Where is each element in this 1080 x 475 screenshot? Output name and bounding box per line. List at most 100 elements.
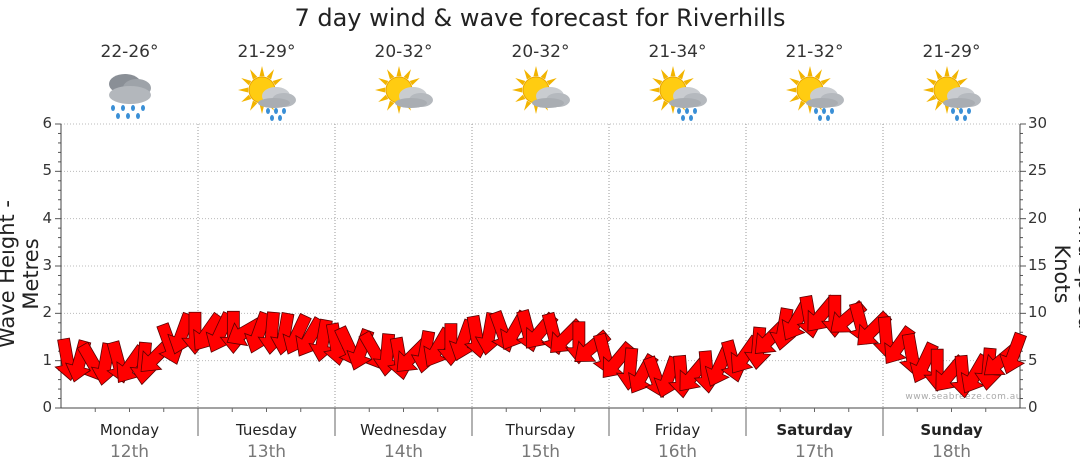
y-tick-right: 10: [1028, 303, 1048, 322]
sun-ray-icon: [957, 78, 968, 86]
sun-cloud-rain-icon: [648, 66, 707, 121]
day-temp-label: 21-29°: [237, 42, 296, 62]
cloud-icon: [531, 98, 564, 108]
y-tick-left: 2: [42, 303, 52, 322]
rain-drop-icon: [281, 108, 286, 114]
y-tick-left: 6: [42, 114, 52, 132]
day-temp-label: 21-32°: [785, 42, 844, 62]
y-tick-left: 3: [42, 256, 52, 274]
sun-ray-icon: [540, 69, 548, 80]
y-tick-right: 20: [1028, 208, 1048, 227]
rain-drop-icon: [825, 115, 830, 121]
y-tick-left: 5: [42, 161, 52, 180]
rain-drop-icon: [813, 108, 818, 114]
sun-ray-icon: [403, 69, 411, 80]
day-temp-label: 20-32°: [374, 42, 433, 62]
rain-drop-icon: [821, 108, 826, 114]
rain-drop-icon: [817, 115, 822, 121]
rain-drop-icon: [688, 115, 693, 121]
day-date-label: 12th: [109, 442, 150, 462]
sun-ray-icon: [266, 69, 274, 80]
sun-ray-icon: [814, 69, 822, 80]
day-date-label: 18th: [931, 442, 972, 462]
sun-ray-icon: [249, 69, 257, 80]
day-name-label: Saturday: [776, 421, 853, 439]
sun-ray-icon: [514, 94, 525, 102]
y-tick-left: 0: [42, 398, 52, 416]
y-tick-right: 30: [1028, 114, 1048, 132]
sun-ray-icon: [409, 78, 420, 86]
day-name-label: Wednesday: [360, 421, 447, 439]
wind-arrow: [999, 331, 1027, 375]
sun-ray-icon: [660, 69, 668, 80]
sun-ray-icon: [669, 66, 676, 77]
sun-ray-icon: [648, 87, 659, 93]
day-name-label: Thursday: [505, 421, 576, 439]
rain-drop-icon: [269, 115, 274, 121]
wind-arrow-shape: [999, 331, 1027, 375]
rain-drop-icon: [676, 108, 681, 114]
day-name-label: Tuesday: [235, 421, 298, 439]
day-temp-label: 21-34°: [648, 42, 707, 62]
rain-drop-icon: [265, 108, 270, 114]
sun-cloud-rain-icon: [237, 66, 296, 121]
day-date-label: 17th: [794, 442, 835, 462]
y-tick-right: 15: [1028, 256, 1048, 274]
cloud-icon: [394, 98, 427, 108]
sun-ray-icon: [386, 100, 394, 111]
sun-ray-icon: [925, 78, 936, 86]
sun-ray-icon: [943, 66, 950, 77]
day-date-label: 15th: [520, 442, 561, 462]
rain-drop-icon: [950, 108, 955, 114]
y-tick-right: 0: [1028, 398, 1038, 416]
sun-ray-icon: [951, 69, 959, 80]
sun-ray-icon: [820, 78, 831, 86]
sun-ray-icon: [934, 69, 942, 80]
sun-ray-icon: [237, 87, 248, 93]
cloud-icon: [942, 98, 975, 108]
sun-ray-icon: [660, 100, 668, 111]
sun-ray-icon: [386, 69, 394, 80]
sun-ray-icon: [925, 94, 936, 102]
day-date-label: 13th: [246, 442, 287, 462]
day-name-label: Sunday: [920, 421, 983, 439]
cloud-icon: [257, 98, 290, 108]
sun-ray-icon: [377, 78, 388, 86]
rain-drop-icon: [684, 108, 689, 114]
sun-ray-icon: [523, 100, 531, 111]
cloud-icon: [108, 86, 151, 104]
sun-ray-icon: [511, 87, 522, 93]
sun-ray-icon: [677, 69, 685, 80]
sun-ray-icon: [374, 87, 385, 93]
sun-ray-icon: [922, 87, 933, 93]
rain-drop-icon: [966, 108, 971, 114]
rain-drop-icon: [680, 115, 685, 121]
day-date-label: 14th: [383, 442, 424, 462]
sun-cloud-icon: [511, 66, 570, 114]
y-tick-right: 5: [1028, 350, 1038, 369]
sun-ray-icon: [651, 78, 662, 86]
rain-cloud-icon: [108, 74, 151, 119]
y-tick-right: 25: [1028, 161, 1048, 180]
rain-drop-icon: [692, 108, 697, 114]
sun-cloud-icon: [374, 66, 433, 114]
sun-ray-icon: [788, 94, 799, 102]
day-date-label: 16th: [657, 442, 698, 462]
sun-cloud-rain-icon: [785, 66, 844, 121]
rain-drop-icon: [958, 108, 963, 114]
day-temp-label: 21-29°: [922, 42, 981, 62]
sun-ray-icon: [651, 94, 662, 102]
rain-drop-icon: [829, 108, 834, 114]
sun-ray-icon: [797, 69, 805, 80]
rain-drop-icon: [962, 115, 967, 121]
sun-ray-icon: [797, 100, 805, 111]
sun-ray-icon: [788, 78, 799, 86]
sun-ray-icon: [546, 78, 557, 86]
rain-drop-icon: [135, 113, 140, 119]
sun-cloud-rain-icon: [922, 66, 981, 121]
rain-drop-icon: [120, 105, 125, 111]
sun-ray-icon: [806, 66, 813, 77]
chart-title: 7 day wind & wave forecast for Riverhill…: [294, 4, 786, 32]
sun-ray-icon: [240, 94, 251, 102]
